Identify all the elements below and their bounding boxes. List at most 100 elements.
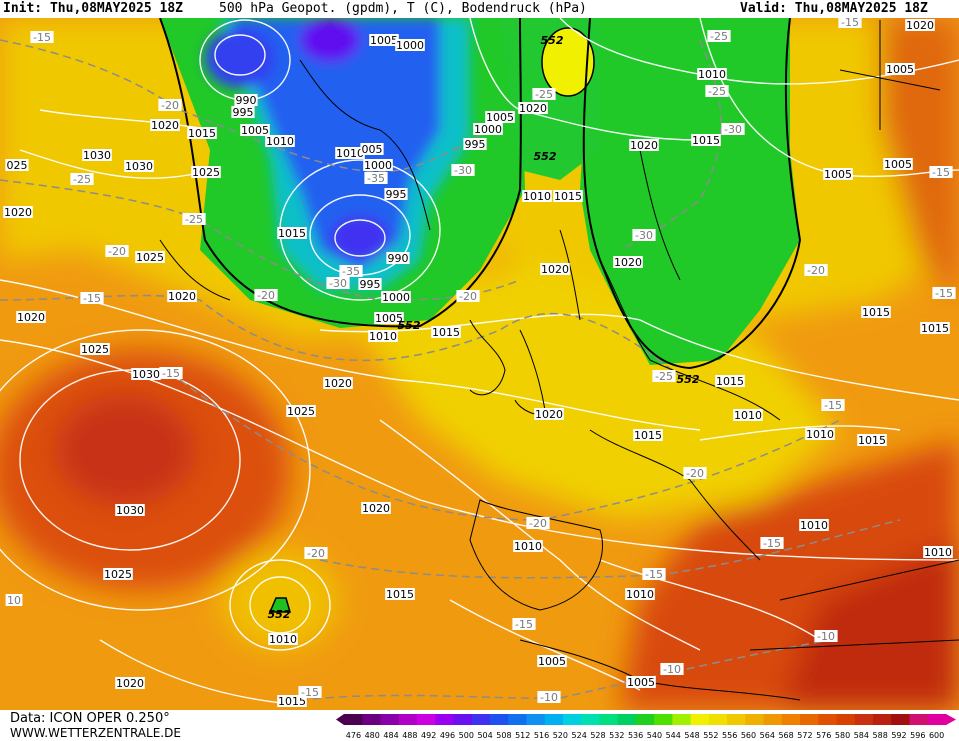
temperature-label: -25 xyxy=(708,85,726,98)
field-yellow-blob xyxy=(541,27,595,97)
temperature-label: -35 xyxy=(367,172,385,185)
pressure-label-bg xyxy=(115,677,145,689)
pressure-label-bg xyxy=(384,188,408,200)
pressure-label-bg xyxy=(385,588,415,600)
header-bar: Init: Thu,08MAY2025 18Z 500 hPa Geopot. … xyxy=(0,0,959,18)
temperature-label: -15 xyxy=(932,166,950,179)
temperature-label: -25 xyxy=(535,88,553,101)
legend-level-label: 484 xyxy=(383,731,398,740)
legend-level-label: 520 xyxy=(553,731,568,740)
pressure-label: 1020 xyxy=(519,102,547,115)
legend-level-label: 528 xyxy=(590,731,605,740)
pressure-label: 1010 xyxy=(369,330,397,343)
pressure-label-bg xyxy=(923,546,953,558)
legend-level-label: 576 xyxy=(816,731,831,740)
temperature-label-bg xyxy=(526,517,550,529)
legend-swatch xyxy=(435,714,454,725)
pressure-label: 1015 xyxy=(278,227,306,240)
pressure-label: 990 xyxy=(236,94,257,107)
temperature-label-bg xyxy=(652,370,676,382)
pressure-label: 1010 xyxy=(269,633,297,646)
pressure-label-bg xyxy=(463,138,487,150)
pressure-label: 1005 xyxy=(538,655,566,668)
pressure-label: 1005 xyxy=(627,676,655,689)
pressure-label-bg xyxy=(537,655,567,667)
pressure-label: 1025 xyxy=(136,251,164,264)
temperature-label-bg xyxy=(760,537,784,549)
pressure-label-bg xyxy=(799,519,829,531)
coastlines xyxy=(159,20,959,701)
temperature-label: -15 xyxy=(83,292,101,305)
geopotential-label: 552 xyxy=(398,319,421,332)
temperature-label: -30 xyxy=(329,277,347,290)
pressure-label-bg xyxy=(395,39,425,51)
pressure-label: 025 xyxy=(7,159,28,172)
field-low-nw xyxy=(205,28,275,88)
pressure-label: 1005 xyxy=(370,34,398,47)
legend-swatch xyxy=(526,714,546,725)
pressure-label: 1030 xyxy=(116,504,144,517)
pressure-label: 1020 xyxy=(324,377,352,390)
pressure-label-bg xyxy=(381,291,411,303)
pressure-label: 1025 xyxy=(104,568,132,581)
pressure-label: 1005 xyxy=(884,158,912,171)
temperature-label-bg xyxy=(304,547,328,559)
geopotential-label: 552 xyxy=(534,150,557,163)
legend-swatch xyxy=(654,714,673,725)
pressure-label-bg xyxy=(16,311,46,323)
pressure-label-bg xyxy=(361,502,391,514)
temperature-label: -15 xyxy=(515,618,533,631)
temperature-label: -25 xyxy=(710,30,728,43)
temperature-label: -25 xyxy=(655,370,673,383)
temperature-label: -35 xyxy=(342,265,360,278)
legend-swatch xyxy=(891,714,911,725)
pressure-label: 1010 xyxy=(514,540,542,553)
legend-level-label: 568 xyxy=(778,731,793,740)
temperature-label: -15 xyxy=(645,568,663,581)
temperature-label-bg xyxy=(5,594,23,606)
temperature-label: -30 xyxy=(454,164,472,177)
pressure-label: 1010 xyxy=(806,428,834,441)
pressure-label: 1015 xyxy=(716,375,744,388)
temperature-label: -25 xyxy=(73,173,91,186)
pressure-label: 1020 xyxy=(614,256,642,269)
legend-level-label: 480 xyxy=(365,731,380,740)
pressure-label: 1000 xyxy=(382,291,410,304)
temperature-label: -15 xyxy=(841,18,859,29)
pressure-label: 1015 xyxy=(188,127,216,140)
geopotential-label: 552 xyxy=(268,608,291,621)
pressure-label: 1025 xyxy=(81,343,109,356)
temperature-label-bg xyxy=(254,289,278,301)
legend-swatch xyxy=(599,714,619,725)
temperature-label-bg xyxy=(339,265,363,277)
legend-swatch xyxy=(581,714,600,725)
temperature-label-bg xyxy=(814,630,838,642)
pressure-label-bg xyxy=(534,408,564,420)
temperature-label-bg xyxy=(532,88,556,100)
legend-swatch xyxy=(416,714,436,725)
pressure-label: 1015 xyxy=(858,434,886,447)
temperature-label-bg xyxy=(158,99,182,111)
legend-level-label: 580 xyxy=(835,731,850,740)
website-label: WWW.WETTERZENTRALE.DE xyxy=(10,726,181,740)
pressure-label: 1020 xyxy=(906,19,934,32)
temperature-label: -30 xyxy=(635,229,653,242)
valid-time-label: Valid: Thu,08MAY2025 18Z xyxy=(740,1,928,16)
temperature-label-bg xyxy=(721,123,745,135)
geopotential-labels: 552 552 552 552 552 xyxy=(268,34,700,621)
legend-swatch xyxy=(380,714,400,725)
legend-level-label: 504 xyxy=(477,731,492,740)
pressure-label: 1010 xyxy=(800,519,828,532)
temperature-label-bg xyxy=(30,31,54,43)
legend-level-label: 564 xyxy=(760,731,775,740)
temperature-label-bg xyxy=(159,367,183,379)
pressure-label-bg xyxy=(805,428,835,440)
temperature-labels: -15-20-25-25-20-15 -20-35-30-35-30-20-25-… xyxy=(5,18,956,704)
legend-level-label: 572 xyxy=(797,731,812,740)
temperature-label: -15 xyxy=(824,399,842,412)
data-source-label: Data: ICON OPER 0.250° xyxy=(10,711,170,726)
pressure-label: 1010 xyxy=(523,190,551,203)
pressure-label-bg xyxy=(167,290,197,302)
